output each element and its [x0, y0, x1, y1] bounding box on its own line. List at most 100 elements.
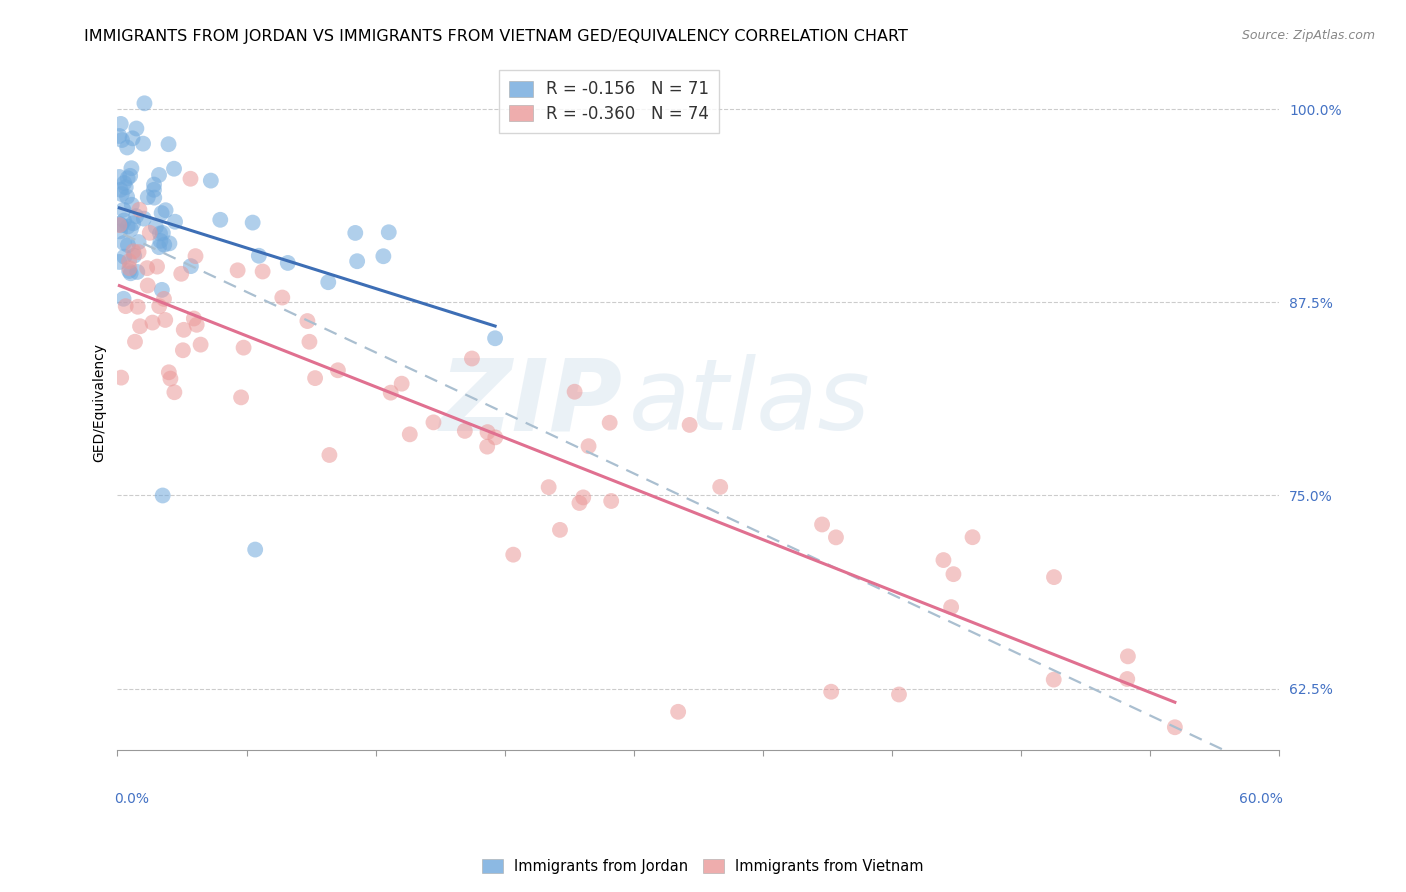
Point [150, 206, 173, 220]
Point [112, 213, 135, 227]
Point [811, 517, 834, 532]
Point [373, 249, 395, 263]
Point [939, 600, 962, 615]
Point [112, 292, 135, 306]
Point [484, 430, 506, 444]
Point [232, 341, 254, 355]
Point [183, 311, 205, 326]
Point [1116, 649, 1139, 664]
Point [122, 249, 145, 263]
Point [117, 219, 139, 234]
Point [820, 684, 842, 698]
Point [132, 136, 155, 151]
Point [120, 266, 142, 280]
Point [666, 705, 689, 719]
Point [932, 553, 955, 567]
Point [108, 224, 131, 238]
Point [112, 176, 135, 190]
Point [454, 424, 477, 438]
Point [117, 238, 139, 252]
Point [153, 292, 176, 306]
Point [108, 128, 131, 143]
Point [578, 439, 600, 453]
Point [318, 448, 340, 462]
Point [129, 319, 152, 334]
Point [942, 567, 965, 582]
Point [122, 216, 145, 230]
Point [179, 171, 201, 186]
Point [108, 169, 131, 184]
Point [146, 260, 169, 274]
Point [120, 161, 142, 176]
Point [679, 417, 702, 432]
Point [173, 323, 195, 337]
Point [326, 363, 349, 377]
Point [398, 427, 420, 442]
Point [155, 203, 177, 218]
Point [346, 254, 368, 268]
Point [247, 249, 270, 263]
Point [962, 530, 984, 544]
Point [304, 371, 326, 385]
Point [461, 351, 484, 366]
Legend: R = -0.156   N = 71, R = -0.360   N = 74: R = -0.156 N = 71, R = -0.360 N = 74 [499, 70, 718, 133]
Point [157, 365, 180, 379]
Point [150, 283, 173, 297]
Point [378, 225, 401, 239]
Point [484, 331, 506, 345]
Point [316, 275, 339, 289]
Point [110, 183, 132, 197]
Point [111, 187, 134, 202]
Legend: Immigrants from Jordan, Immigrants from Vietnam: Immigrants from Jordan, Immigrants from … [477, 854, 929, 880]
Point [152, 226, 174, 240]
Point [132, 211, 155, 226]
Point [115, 140, 138, 154]
Point [125, 209, 148, 223]
Point [114, 299, 136, 313]
Point [564, 384, 586, 399]
Point [157, 236, 180, 251]
Point [136, 190, 159, 204]
Point [125, 121, 148, 136]
Point [1164, 720, 1187, 734]
Point [163, 161, 186, 176]
Text: atlas: atlas [628, 354, 870, 451]
Point [118, 264, 141, 278]
Point [143, 191, 166, 205]
Point [825, 530, 848, 544]
Point [209, 212, 232, 227]
Point [572, 491, 595, 505]
Point [136, 278, 159, 293]
Point [149, 227, 172, 241]
Point [143, 178, 166, 192]
Point [344, 226, 367, 240]
Point [115, 190, 138, 204]
Y-axis label: GED/Equivalency: GED/Equivalency [93, 343, 107, 462]
Text: Source: ZipAtlas.com: Source: ZipAtlas.com [1241, 29, 1375, 42]
Point [599, 416, 621, 430]
Point [180, 259, 202, 273]
Point [159, 371, 181, 385]
Point [380, 385, 402, 400]
Point [163, 385, 186, 400]
Point [537, 480, 560, 494]
Point [117, 171, 139, 186]
Point [108, 218, 131, 232]
Point [600, 494, 623, 508]
Point [108, 217, 131, 231]
Point [887, 688, 910, 702]
Point [170, 267, 193, 281]
Point [118, 261, 141, 276]
Point [120, 169, 142, 183]
Point [477, 440, 499, 454]
Point [190, 337, 212, 351]
Point [148, 240, 170, 254]
Point [149, 234, 172, 248]
Point [111, 133, 134, 147]
Point [112, 235, 135, 250]
Point [114, 180, 136, 194]
Point [128, 202, 150, 217]
Point [120, 222, 142, 236]
Point [226, 263, 249, 277]
Point [127, 300, 149, 314]
